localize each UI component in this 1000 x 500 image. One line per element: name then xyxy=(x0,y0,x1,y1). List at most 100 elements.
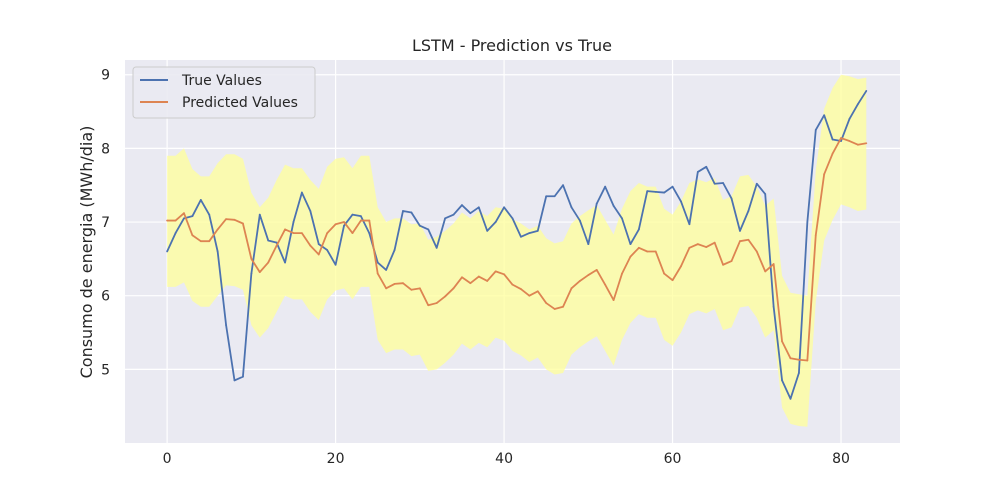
true-values-point xyxy=(621,217,623,220)
true-values-point xyxy=(334,263,337,266)
predicted-values-point xyxy=(671,279,674,282)
predicted-values-point xyxy=(637,246,640,249)
true-values-point xyxy=(865,90,868,92)
true-values-point xyxy=(545,195,548,198)
predicted-values-point xyxy=(536,290,539,293)
true-values-point xyxy=(604,185,607,188)
true-values-point xyxy=(671,185,674,188)
predicted-values-point xyxy=(343,221,345,223)
predicted-values-point xyxy=(865,142,868,145)
true-values-point xyxy=(705,165,708,168)
predicted-values-point xyxy=(840,137,842,139)
x-tick-label: 20 xyxy=(327,451,345,467)
predicted-values-point xyxy=(393,283,396,285)
tick-labels: 0 20 40 60 80 5 6 7 8 9 xyxy=(101,68,850,467)
predicted-values-point xyxy=(680,265,682,268)
predicted-values-point xyxy=(578,280,581,282)
predicted-values-point xyxy=(528,294,531,297)
predicted-values-point xyxy=(772,263,775,265)
true-values-point xyxy=(469,212,472,215)
predicted-values-point xyxy=(275,244,278,247)
true-values-point xyxy=(578,219,581,222)
prediction-interval-band xyxy=(167,74,867,427)
true-values-point xyxy=(208,213,211,216)
true-values-point xyxy=(646,190,649,193)
true-values-point xyxy=(444,217,447,220)
true-values-point xyxy=(503,206,505,209)
true-values-point xyxy=(452,213,455,216)
true-values-point xyxy=(553,195,556,198)
predicted-values-point xyxy=(427,304,430,307)
predicted-values-point xyxy=(823,173,826,176)
true-values-point xyxy=(393,249,396,251)
predicted-values-point xyxy=(604,283,607,286)
x-tick-label: 40 xyxy=(495,451,513,467)
true-values-point xyxy=(183,217,185,220)
predicted-values-point xyxy=(789,357,792,360)
predicted-values-line xyxy=(167,137,867,362)
predicted-values-point xyxy=(713,241,716,244)
predicted-values-point xyxy=(739,240,741,243)
y-tick-label: 5 xyxy=(101,362,110,378)
true-values-point xyxy=(520,235,522,238)
predicted-values-point xyxy=(292,232,295,234)
predicted-values-point xyxy=(612,299,615,302)
predicted-values-point xyxy=(545,302,548,304)
true-values-point xyxy=(376,261,379,264)
true-values-point xyxy=(216,250,219,253)
predicted-values-point xyxy=(629,255,632,258)
predicted-values-point xyxy=(410,288,413,291)
true-values-point xyxy=(317,243,320,246)
predicted-values-point xyxy=(242,222,244,225)
predicted-values-point xyxy=(183,212,185,215)
predicted-values-point xyxy=(705,246,708,248)
predicted-values-point xyxy=(309,244,312,247)
true-values-point xyxy=(789,397,792,400)
predicted-values-point xyxy=(435,302,438,304)
predicted-values-point xyxy=(208,240,211,243)
predicted-values-point xyxy=(317,253,320,256)
predicted-values-point xyxy=(781,340,783,343)
true-values-point xyxy=(267,239,270,242)
predicted-values-point xyxy=(174,219,177,222)
true-values-point xyxy=(301,191,303,194)
true-values-point xyxy=(713,182,716,185)
predicted-values-point xyxy=(798,358,800,361)
true-values-point xyxy=(242,375,244,378)
predicted-values-point xyxy=(722,263,724,266)
x-tick-label: 60 xyxy=(664,451,682,467)
true-values-point xyxy=(831,138,834,141)
predicted-values-point xyxy=(595,269,598,271)
predicted-values-point xyxy=(216,228,219,231)
predicted-values-point xyxy=(402,282,404,285)
predicted-values-point xyxy=(494,270,497,273)
true-values-point xyxy=(587,243,590,246)
true-values-point xyxy=(343,224,345,227)
predicted-values-point xyxy=(562,305,564,308)
legend-label-true: True Values xyxy=(181,73,262,89)
true-values-point xyxy=(562,184,564,187)
predicted-values-point xyxy=(696,243,699,246)
true-values-line xyxy=(166,90,868,400)
true-values-point xyxy=(427,228,430,231)
x-tick-label: 0 xyxy=(163,451,172,467)
true-values-point xyxy=(536,229,539,232)
predicted-values-point xyxy=(233,218,236,221)
predicted-values-point xyxy=(359,219,362,222)
predicted-values-point xyxy=(848,140,851,142)
predicted-values-point xyxy=(284,228,286,231)
true-values-point xyxy=(688,223,691,226)
true-values-point xyxy=(747,210,750,212)
predicted-values-point xyxy=(258,271,261,274)
true-values-point xyxy=(486,229,489,232)
y-tick-label: 8 xyxy=(101,141,110,157)
legend: True Values Predicted Values xyxy=(132,66,316,119)
predicted-values-point xyxy=(553,308,556,310)
series-layer xyxy=(166,90,868,400)
true-values-point xyxy=(191,215,194,218)
predicted-values-point xyxy=(654,250,657,253)
predicted-values-point xyxy=(418,287,421,290)
true-values-point xyxy=(663,191,666,194)
predicted-values-point xyxy=(376,272,379,275)
